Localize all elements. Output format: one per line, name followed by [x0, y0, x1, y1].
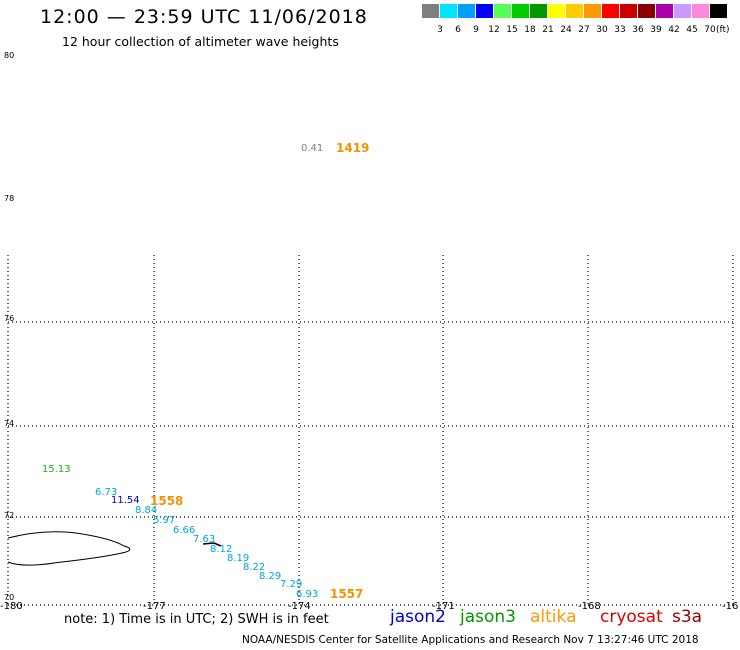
satellite-legend-altika: altika — [530, 607, 577, 627]
pass-time-label: 1557 — [330, 587, 364, 601]
legend-label: 6 — [455, 25, 461, 35]
legend-label: 12 — [488, 25, 500, 35]
lon-label: -171 — [432, 601, 455, 612]
wave-height-obs: 6.66 — [173, 525, 196, 536]
lon-label: -174 — [288, 601, 311, 612]
satellite-legend-jason2: jason2 — [390, 607, 446, 627]
legend-label: 15 — [506, 25, 518, 35]
lon-label: -180 — [0, 601, 23, 612]
legend-label: 9 — [473, 25, 479, 35]
legend-label: 45 — [686, 25, 698, 35]
wave-height-obs: 8.84 — [135, 505, 158, 516]
legend-swatch-15 — [494, 4, 511, 18]
map-subtitle: 12 hour collection of altimeter wave hei… — [62, 34, 339, 49]
pass-time-label: 1558 — [150, 494, 184, 508]
wave-height-obs: 0.41 — [301, 143, 324, 154]
legend-swatch-21 — [530, 4, 547, 18]
legend-swatch-max — [710, 4, 727, 18]
lat-label: 70 — [4, 593, 15, 602]
legend-label: 36 — [632, 25, 644, 35]
wave-height-obs: 7.63 — [193, 534, 216, 545]
wave-height-obs: 15.13 — [42, 464, 71, 475]
legend-swatch-27 — [566, 4, 583, 18]
wave-height-obs: 5.97 — [153, 515, 176, 526]
legend-label: 39 — [650, 25, 662, 35]
legend-label: 24 — [560, 25, 572, 35]
map-title: 12:00 — 23:59 UTC 11/06/2018 — [40, 6, 368, 28]
legend-label: 18 — [524, 25, 536, 35]
lat-label: 76 — [4, 314, 15, 323]
legend-swatch-70 — [692, 4, 709, 18]
lon-label: -168 — [578, 601, 601, 612]
wave-height-obs: 8.29 — [259, 571, 282, 582]
wave-height-obs: 6.93 — [296, 589, 319, 600]
legend-unit: (ft) — [716, 25, 730, 35]
wave-height-obs: 8.22 — [243, 562, 266, 573]
legend-label: 42 — [668, 25, 680, 35]
legend-swatch-39 — [638, 4, 655, 18]
units-note: note: 1) Time is in UTC; 2) SWH is in fe… — [64, 612, 329, 627]
credit-line: NOAA/NESDIS Center for Satellite Applica… — [242, 634, 699, 646]
legend-label: 21 — [542, 25, 554, 35]
legend-swatch-18 — [512, 4, 529, 18]
lon-label: -16 — [722, 601, 739, 612]
wave-height-obs: 8.19 — [227, 553, 250, 564]
legend-swatch-33 — [602, 4, 619, 18]
satellite-legend-s3a: s3a — [672, 607, 703, 627]
lat-label: 78 — [4, 194, 15, 203]
lat-label: 72 — [4, 511, 15, 520]
legend-swatch-36 — [620, 4, 637, 18]
lat-label: 74 — [4, 419, 15, 428]
legend-label: 30 — [596, 25, 608, 35]
wave-height-obs: 8.12 — [210, 544, 233, 555]
legend-swatch-42 — [656, 4, 673, 18]
legend-label: 70 — [704, 25, 716, 35]
lon-label: -177 — [143, 601, 166, 612]
legend-swatch-3 — [422, 4, 439, 18]
legend-swatch-9 — [458, 4, 475, 18]
legend-swatch-24 — [548, 4, 565, 18]
legend-swatch-12 — [476, 4, 493, 18]
satellite-legend-cryosat: cryosat — [600, 607, 663, 627]
wave-height-obs: 7.29 — [280, 579, 303, 590]
pass-time-label: 1419 — [336, 141, 370, 155]
legend-swatch-6 — [440, 4, 457, 18]
legend-swatch-30 — [584, 4, 601, 18]
lat-label: 80 — [4, 51, 15, 60]
wave-height-obs: 6.73 — [95, 487, 118, 498]
coastline — [7, 531, 131, 566]
legend-label: 3 — [437, 25, 443, 35]
legend-swatch-45 — [674, 4, 691, 18]
satellite-legend-jason3: jason3 — [460, 607, 516, 627]
legend-label: 27 — [578, 25, 590, 35]
legend-label: 33 — [614, 25, 626, 35]
coastline-islet — [202, 542, 222, 547]
wave-height-obs: 11.54 — [111, 495, 140, 506]
